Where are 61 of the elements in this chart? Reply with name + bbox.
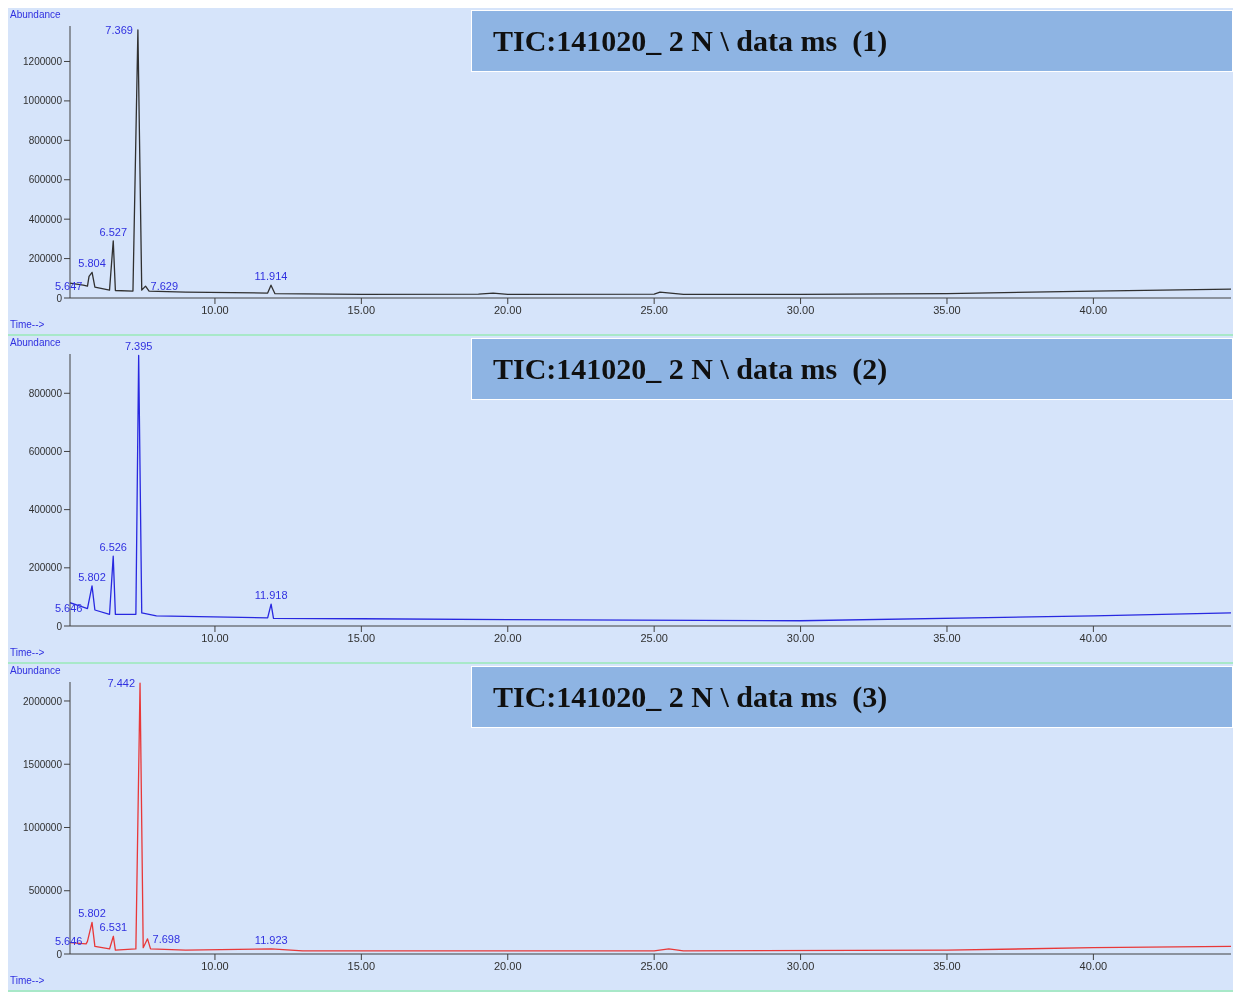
y-tick-label: 0	[56, 620, 63, 632]
x-tick-label: 15.00	[347, 631, 376, 644]
annotation: 5.647	[54, 280, 83, 293]
y-tick-label: 1500000	[23, 758, 63, 770]
y-tick-label: 600000	[28, 174, 63, 186]
y-tick-label: 200000	[28, 253, 63, 265]
x-tick-label: 30.00	[786, 959, 815, 972]
annotation: 5.802	[78, 570, 106, 583]
annotation: 7.369	[105, 23, 133, 36]
x-tick-label: 10.00	[201, 303, 229, 316]
x-tick-label: 35.00	[933, 303, 961, 316]
y-tick-label: 400000	[28, 213, 63, 225]
x-tick-label: 30.00	[786, 303, 815, 316]
x-tick-label: 40.00	[1079, 959, 1108, 972]
annotation: 5.802	[78, 907, 106, 920]
annotation: 7.395	[124, 340, 153, 353]
x-axis-title: Time-->	[10, 319, 45, 330]
x-axis-title: Time-->	[10, 975, 45, 986]
annotation: 7.698	[152, 932, 181, 945]
x-tick-label: 25.00	[640, 303, 668, 316]
x-tick-label: 20.00	[493, 959, 522, 972]
x-tick-label: 10.00	[201, 631, 229, 644]
x-tick-label: 20.00	[493, 631, 522, 644]
annotation: 6.531	[99, 921, 128, 934]
x-tick-label: 30.00	[786, 631, 815, 644]
y-tick-label: 0	[56, 948, 63, 960]
x-tick-label: 25.00	[640, 959, 668, 972]
x-tick-label: 15.00	[347, 959, 376, 972]
y-tick-label: 800000	[28, 387, 63, 399]
annotation: 5.646	[54, 602, 83, 615]
x-axis-title: Time-->	[10, 647, 45, 658]
x-tick-label: 40.00	[1079, 303, 1108, 316]
y-tick-label: 800000	[28, 134, 63, 146]
x-tick-label: 25.00	[640, 631, 668, 644]
x-tick-label: 15.00	[347, 303, 376, 316]
x-tick-label: 35.00	[933, 631, 961, 644]
x-tick-label: 20.00	[493, 303, 522, 316]
y-tick-label: 1000000	[23, 822, 63, 834]
x-tick-label: 40.00	[1079, 631, 1108, 644]
x-tick-label: 35.00	[933, 959, 961, 972]
annotation: 7.629	[150, 280, 179, 293]
y-axis-title: Abundance	[10, 9, 61, 20]
annotation: 6.527	[99, 225, 128, 238]
y-tick-label: 600000	[28, 446, 63, 457]
y-tick-label: 1200000	[23, 56, 63, 68]
y-axis-title: Abundance	[10, 665, 61, 676]
annotation: 11.914	[254, 270, 288, 283]
y-tick-label: 1000000	[23, 95, 63, 107]
y-tick-label: 500000	[28, 885, 63, 897]
annotation: 11.918	[254, 589, 288, 602]
y-axis-title: Abundance	[10, 337, 61, 348]
annotation: 5.646	[54, 935, 83, 948]
y-tick-label: 200000	[28, 562, 63, 574]
y-tick-label: 400000	[28, 504, 63, 516]
y-tick-label: 0	[56, 292, 63, 304]
annotation: 6.526	[99, 541, 127, 554]
y-tick-label: 2000000	[23, 695, 63, 707]
x-tick-label: 10.00	[201, 959, 229, 972]
annotation: 7.442	[107, 677, 136, 690]
annotation: 5.804	[78, 257, 106, 270]
annotation: 11.923	[254, 933, 288, 946]
